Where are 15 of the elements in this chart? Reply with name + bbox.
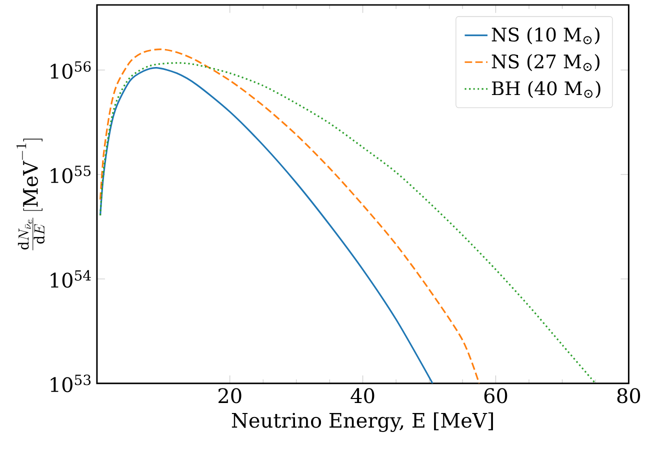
- x-tick-label: 80: [617, 388, 640, 404]
- x-tick-label: 60: [484, 388, 508, 404]
- y-tick-label: 10$^{53}$: [50, 374, 91, 392]
- x-tick-label: 40: [350, 388, 374, 404]
- legend-label: NS (10 M$_{⊙}$): [492, 26, 600, 44]
- legend-label: NS (27 M$_{⊙}$): [492, 54, 600, 71]
- y-axis-title: $\frac{\mathrm{d}N_{\bar{\nu}_e}}{\mathrm{d}E}\,[\mathrm{MeV}^{-1}]$: [16, 138, 45, 250]
- x-axis-title: Neutrino Energy, E [MeV]: [232, 412, 493, 432]
- legend-label: BH (40 M$_{⊙}$): [492, 80, 600, 98]
- y-tick-label: 10$^{55}$: [50, 166, 90, 183]
- y-tick-label: 10$^{56}$: [50, 60, 91, 79]
- y-tick-label: 10$^{54}$: [50, 270, 91, 288]
- x-tick-label: 20: [218, 388, 242, 404]
- line-series: [99, 66, 434, 384]
- line-series: [99, 48, 480, 384]
